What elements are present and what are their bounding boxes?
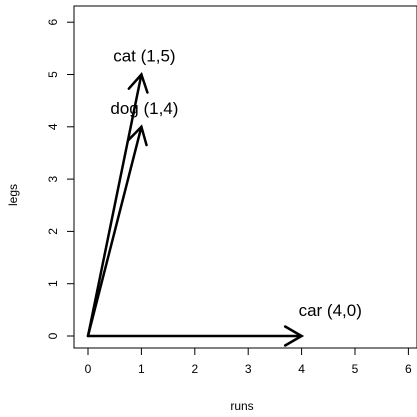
- x-tick-label: 0: [85, 362, 92, 376]
- y-tick-label: 1: [46, 280, 60, 287]
- x-tick-label: 1: [138, 362, 145, 376]
- y-tick-label: 4: [46, 123, 60, 130]
- vector-label: dog (1,4): [110, 99, 178, 118]
- x-tick-label: 2: [191, 362, 198, 376]
- vectors: cat (1,5) dog (1,4) car (4,0): [86, 47, 362, 347]
- y-tick-label: 3: [46, 175, 60, 182]
- axes: 0 1 2 3 4 5 6 0 1 2 3 4 5 6: [46, 19, 412, 376]
- vector-label: cat (1,5): [113, 47, 175, 66]
- y-tick-label: 6: [46, 19, 60, 26]
- y-tick-label: 2: [46, 228, 60, 235]
- vector-arrowhead: [126, 124, 148, 147]
- vector-label: car (4,0): [299, 301, 362, 320]
- y-tick-label: 0: [46, 332, 60, 339]
- x-tick-label: 3: [245, 362, 252, 376]
- vector-shaft: [86, 73, 143, 338]
- y-tick-label: 5: [46, 71, 60, 78]
- x-axis-title: runs: [230, 399, 253, 413]
- x-tick-label: 4: [298, 362, 305, 376]
- y-axis-title: legs: [6, 184, 20, 206]
- x-tick-label: 5: [352, 362, 359, 376]
- vector-arrowhead: [127, 72, 149, 94]
- vector-arrowhead: [283, 325, 305, 347]
- x-tick-label: 6: [405, 362, 412, 376]
- vector-shaft: [86, 125, 143, 338]
